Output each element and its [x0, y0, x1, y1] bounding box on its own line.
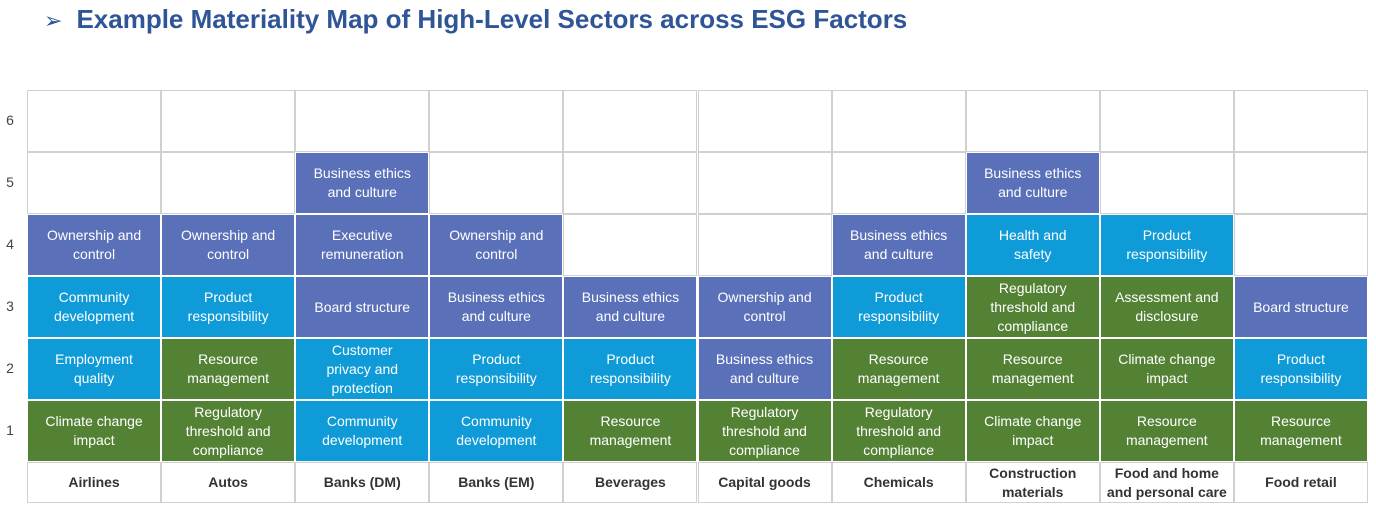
factor-cell: Business ethics and culture [965, 152, 1100, 214]
factor-cell: Customer privacy and protection [295, 338, 430, 400]
level-label: 2 [6, 360, 14, 376]
factor-cell: Business ethics and culture [563, 276, 698, 338]
factor-cell: Climate change impact [27, 400, 162, 462]
empty-cell [697, 152, 832, 214]
factor-cell: Community development [295, 400, 430, 462]
empty-cell [697, 214, 832, 276]
factor-cell: Resource management [563, 400, 698, 462]
sector-label: Construction materials [965, 462, 1100, 503]
factor-cell: Ownership and control [27, 214, 162, 276]
sector-label: Banks (EM) [429, 462, 564, 503]
empty-cell [1099, 90, 1234, 152]
empty-cell [27, 152, 162, 214]
factor-cell: Resource management [965, 338, 1100, 400]
sector-label: Food retail [1233, 462, 1368, 503]
sector-label: Chemicals [831, 462, 966, 503]
factor-cell: Climate change impact [1099, 338, 1234, 400]
factor-cell: Product responsibility [831, 276, 966, 338]
empty-cell [161, 152, 296, 214]
factor-cell: Business ethics and culture [697, 338, 832, 400]
factor-cell: Ownership and control [429, 214, 564, 276]
empty-cell [1233, 214, 1368, 276]
title: Example Materiality Map of High-Level Se… [76, 4, 908, 34]
factor-cell: Resource management [831, 338, 966, 400]
factor-cell: Ownership and control [161, 214, 296, 276]
factor-cell: Regulatory threshold and compliance [965, 276, 1100, 338]
empty-cell [295, 90, 430, 152]
empty-cell [161, 90, 296, 152]
factor-cell: Product responsibility [563, 338, 698, 400]
factor-cell: Product responsibility [429, 338, 564, 400]
factor-cell: Resource management [1099, 400, 1234, 462]
empty-cell [429, 152, 564, 214]
factor-cell: Ownership and control [697, 276, 832, 338]
factor-cell: Product responsibility [161, 276, 296, 338]
factor-cell: Community development [27, 276, 162, 338]
factor-cell: Resource management [161, 338, 296, 400]
factor-cell: Regulatory threshold and compliance [697, 400, 832, 462]
sector-label: Food and home and personal care [1099, 462, 1234, 503]
level-label: 5 [6, 174, 14, 190]
factor-cell: Climate change impact [965, 400, 1100, 462]
empty-cell [1099, 152, 1234, 214]
factor-cell: Resource management [1233, 400, 1368, 462]
sector-label: Beverages [563, 462, 698, 503]
factor-cell: Assessment and disclosure [1099, 276, 1234, 338]
factor-cell: Business ethics and culture [831, 214, 966, 276]
factor-cell: Board structure [295, 276, 430, 338]
factor-cell: Employment quality [27, 338, 162, 400]
arrow-icon: ➢ [44, 8, 63, 33]
factor-cell: Business ethics and culture [295, 152, 430, 214]
factor-cell: Executive remuneration [295, 214, 430, 276]
factor-cell: Community development [429, 400, 564, 462]
factor-cell: Product responsibility [1099, 214, 1234, 276]
level-label: 6 [6, 112, 14, 128]
sector-label: Banks (DM) [295, 462, 430, 503]
level-label: 1 [6, 422, 14, 438]
factor-cell: Regulatory threshold and compliance [161, 400, 296, 462]
empty-cell [1233, 152, 1368, 214]
empty-cell [965, 90, 1100, 152]
factor-cell: Regulatory threshold and compliance [831, 400, 966, 462]
factor-cell: Board structure [1233, 276, 1368, 338]
empty-cell [563, 214, 698, 276]
empty-cell [831, 90, 966, 152]
level-label: 3 [6, 298, 14, 314]
sector-label: Airlines [27, 462, 162, 503]
empty-cell [563, 90, 698, 152]
empty-cell [27, 90, 162, 152]
empty-cell [831, 152, 966, 214]
empty-cell [563, 152, 698, 214]
empty-cell [429, 90, 564, 152]
factor-cell: Business ethics and culture [429, 276, 564, 338]
empty-cell [697, 90, 832, 152]
sector-label: Autos [161, 462, 296, 503]
factor-cell: Product responsibility [1233, 338, 1368, 400]
level-label: 4 [6, 236, 14, 252]
sector-label: Capital goods [697, 462, 832, 503]
factor-cell: Health and safety [965, 214, 1100, 276]
empty-cell [1233, 90, 1368, 152]
title-row: ➢ Example Materiality Map of High-Level S… [44, 4, 907, 35]
